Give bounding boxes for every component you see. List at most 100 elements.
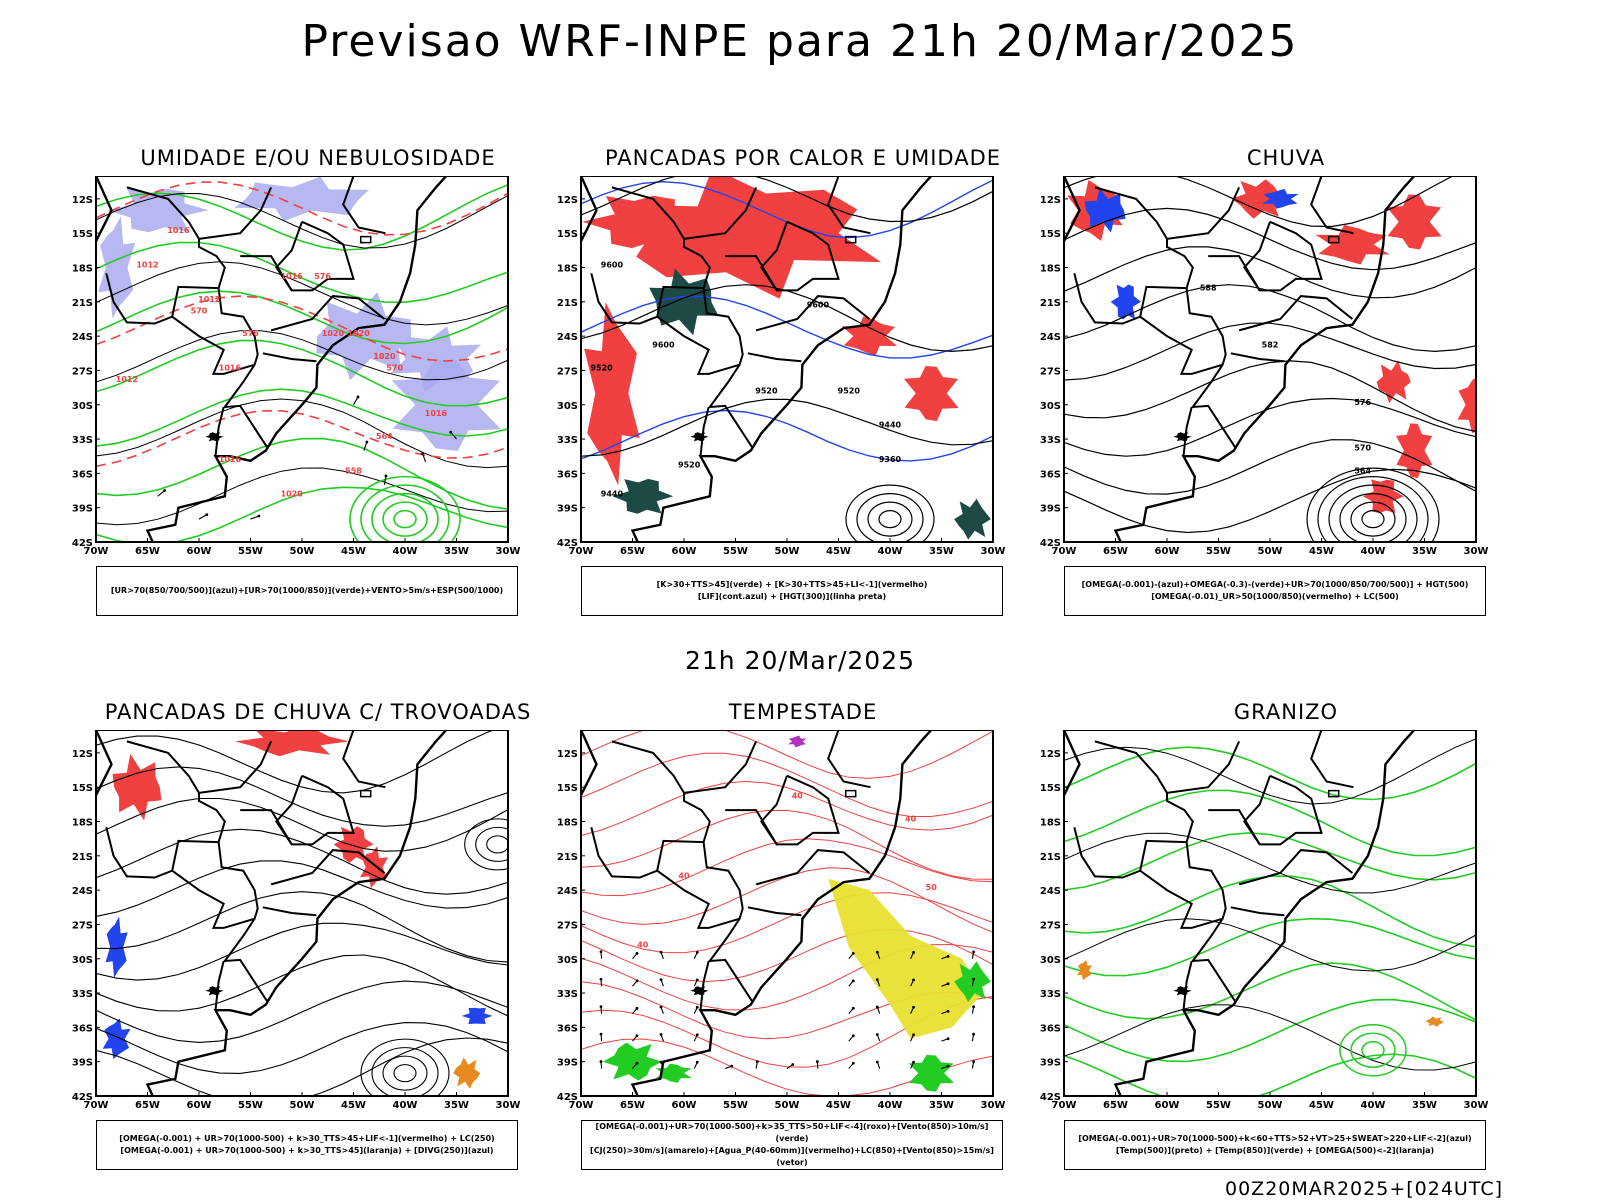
lat-tick-label: 27S bbox=[557, 920, 578, 931]
map-frame bbox=[580, 175, 994, 543]
lat-tick-label: 18S bbox=[557, 818, 578, 829]
country-border bbox=[725, 255, 778, 291]
wind-vector-850-head bbox=[946, 954, 950, 958]
country-border bbox=[275, 220, 355, 292]
wind-vector-850-head bbox=[946, 1064, 950, 1068]
wind-vector bbox=[422, 453, 427, 463]
lat-tick-label: 27S bbox=[1040, 366, 1061, 377]
lake-mark bbox=[690, 432, 709, 442]
map-frame bbox=[1063, 729, 1477, 1097]
lon-tick-label: 40W bbox=[1361, 546, 1386, 557]
lon-tick-label: 30W bbox=[1464, 1100, 1489, 1111]
rain-area bbox=[1457, 377, 1476, 434]
lat-tick-label: 24S bbox=[557, 886, 578, 897]
hgt300-contour bbox=[856, 493, 924, 542]
lon-tick-label: 35W bbox=[1412, 546, 1437, 557]
country-border bbox=[590, 186, 711, 325]
coastline-west bbox=[1064, 730, 1081, 798]
lat-tick-label: 18S bbox=[557, 264, 578, 275]
lc850-contour bbox=[581, 809, 993, 880]
lon-tick-label: 65W bbox=[620, 546, 645, 557]
country-border bbox=[214, 406, 225, 457]
rain-weak-area bbox=[1084, 188, 1126, 233]
coastline-west bbox=[96, 730, 113, 798]
contour-label: 1016 bbox=[219, 363, 242, 372]
wind-vector-850-head bbox=[815, 1060, 819, 1063]
contour-label: 558 bbox=[345, 466, 362, 475]
country-border bbox=[725, 809, 778, 845]
lon-tick-label: 40W bbox=[393, 546, 418, 557]
contour-label: 9600 bbox=[807, 301, 830, 310]
hgt300-contour bbox=[581, 176, 993, 223]
rain-weak-area bbox=[1110, 284, 1141, 320]
legend-line: [OMEGA(-0.001)-(azul)+OMEGA(-0.3)-(verde… bbox=[1081, 580, 1469, 589]
contour-label: 570 bbox=[386, 363, 403, 372]
contour-label: 1012 bbox=[136, 261, 158, 270]
lat-tick-label: 42S bbox=[72, 1092, 93, 1103]
moisture-upper-area bbox=[107, 188, 209, 233]
wind-vector-850-head bbox=[695, 1005, 699, 1009]
country-border bbox=[1166, 186, 1241, 240]
lat-tick-label: 21S bbox=[1040, 852, 1061, 863]
cyclone-contour bbox=[349, 475, 461, 542]
lon-tick-label: 30W bbox=[981, 1100, 1006, 1111]
lon-tick-label: 40W bbox=[878, 546, 903, 557]
hgt500-contour bbox=[1064, 322, 1476, 381]
streamline-250 bbox=[96, 1037, 508, 1096]
country-border bbox=[342, 730, 386, 789]
cyclone-contour bbox=[1350, 501, 1396, 537]
hgt300-contour bbox=[867, 501, 913, 537]
wind-vector-850-head bbox=[695, 978, 699, 982]
wind-vector-850-head bbox=[599, 977, 603, 981]
country-border bbox=[1073, 186, 1194, 325]
city-marker bbox=[359, 235, 372, 244]
country-border bbox=[1230, 352, 1285, 363]
lc850-contour bbox=[581, 752, 993, 817]
lat-tick-label: 24S bbox=[1040, 332, 1061, 343]
city-marker bbox=[844, 235, 857, 244]
country-border bbox=[1208, 809, 1261, 845]
lon-tick-label: 45W bbox=[1309, 1100, 1334, 1111]
wind-vector-850-head bbox=[599, 1032, 603, 1036]
wind-vector-850-head bbox=[695, 1060, 699, 1064]
cyclone-contour bbox=[1306, 467, 1440, 542]
hgt300-contour bbox=[581, 284, 993, 353]
wind-vector-head bbox=[365, 440, 369, 444]
temp500-contour bbox=[1064, 832, 1476, 894]
contour-label: 1012 bbox=[116, 375, 138, 384]
contour-label: 50 bbox=[926, 883, 938, 892]
lon-tick-label: 45W bbox=[341, 546, 366, 557]
temp500-contour bbox=[1064, 738, 1476, 805]
lat-tick-label: 15S bbox=[72, 783, 93, 794]
wind-vector-850-head bbox=[946, 982, 950, 986]
lat-tick-label: 42S bbox=[1040, 1092, 1061, 1103]
streamline-250 bbox=[96, 730, 496, 794]
contour-label: 1020 bbox=[373, 352, 396, 361]
wind-vector-850-head bbox=[972, 950, 976, 954]
temp850-contour bbox=[1064, 832, 1476, 891]
panel-title: UMIDADE E/OU NEBULOSIDADE bbox=[140, 146, 496, 170]
country-border bbox=[105, 186, 226, 325]
hgt500-contour bbox=[1064, 397, 1476, 457]
lon-tick-label: 65W bbox=[135, 546, 160, 557]
lat-tick-label: 15S bbox=[557, 783, 578, 794]
lat-tick-label: 21S bbox=[557, 852, 578, 863]
lon-tick-label: 40W bbox=[878, 1100, 903, 1111]
moisture-upper-area bbox=[98, 216, 136, 319]
lake-mark bbox=[205, 986, 224, 996]
temp850-contour bbox=[1064, 746, 1476, 801]
city-marker bbox=[1327, 235, 1340, 244]
hgt500-contour bbox=[1064, 360, 1476, 433]
lat-tick-label: 39S bbox=[72, 1058, 93, 1069]
contour-label: 1020 bbox=[322, 329, 345, 338]
streamline-250 bbox=[371, 1047, 439, 1096]
wind-vector-850-head bbox=[659, 1005, 663, 1009]
legend-line: [OMEGA(-0.001) + UR>70(1000-500) + k>30_… bbox=[120, 1146, 494, 1155]
country-border bbox=[198, 186, 273, 240]
map-layer bbox=[1064, 730, 1476, 1096]
wind850-area bbox=[602, 1042, 662, 1081]
map-tempestade: 40 40 40 50 40 12S 15S 18S 21S 24S 27S 30S 33S 36S 39S… bbox=[553, 729, 1033, 1130]
lc850-contour bbox=[581, 838, 993, 897]
